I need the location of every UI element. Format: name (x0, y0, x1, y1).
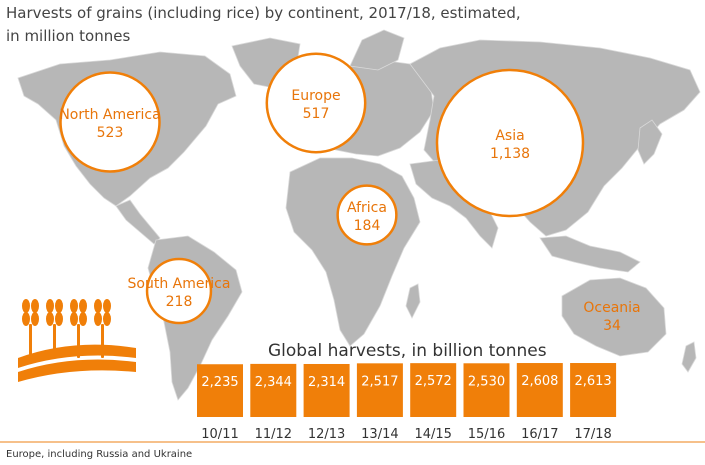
global-harvest-bars: 2,235 10/11 2,344 11/12 2,314 12/13 2,517 13/14… (197, 363, 617, 442)
land-japan (637, 119, 663, 165)
bubble-value-label: 184 (354, 218, 381, 234)
bar-value-label: 2,235 (201, 375, 238, 390)
bubble-value-label: 1,138 (490, 146, 530, 162)
bar (516, 363, 563, 417)
bar (356, 363, 403, 417)
bubble-north-america: North America 523 (59, 71, 161, 173)
bubble-value-label: 517 (303, 106, 330, 122)
land-central-america (115, 199, 161, 245)
continent-bubbles: North America 523 Europe 517 Asia 1,138 Africa… (59, 52, 641, 334)
x-tick-label: 11/12 (255, 427, 292, 442)
bar-value-label: 2,530 (468, 374, 505, 389)
land-scandinavia (349, 29, 405, 71)
x-tick-label: 12/13 (308, 427, 345, 442)
bar-value-label: 2,314 (308, 375, 345, 390)
bar-value-label: 2,344 (255, 375, 292, 390)
bubble-circle (435, 68, 585, 218)
bar (197, 364, 243, 417)
land-madagascar (405, 283, 421, 319)
bubble-name-label: Africa (347, 200, 387, 216)
chart-title-line2: in million tonnes (6, 27, 131, 45)
bubble-value-label: 523 (97, 125, 124, 141)
bar-value-label: 2,572 (415, 374, 452, 389)
bubble-oceania: Oceania 34 (583, 300, 640, 334)
bubble-south-america: South America 218 (128, 257, 231, 325)
bubble-value-label: 34 (603, 318, 621, 334)
bubble-europe: Europe 517 (265, 52, 367, 154)
x-tick-label: 10/11 (201, 427, 238, 442)
x-tick-label: 17/18 (574, 427, 611, 442)
land-australia (561, 277, 667, 357)
bubble-circle (59, 71, 161, 173)
bar (410, 363, 457, 417)
x-tick-label: 15/16 (468, 427, 505, 442)
bottom-divider (0, 441, 705, 443)
bar (303, 363, 350, 417)
bubble-africa: Africa 184 (336, 184, 398, 246)
bar (463, 363, 510, 417)
bubble-circle (145, 257, 213, 325)
x-tick-label: 13/14 (361, 427, 398, 442)
bar (250, 363, 297, 417)
wheat-icon (18, 299, 136, 382)
footnote: Europe, including Russia and Ukraine (6, 449, 193, 460)
land-southeast-asia (539, 235, 641, 273)
land-africa (285, 157, 421, 347)
bars-title: Global harvests, in billion tonnes (268, 341, 547, 361)
bar-value-label: 2,608 (521, 374, 558, 389)
land-new-zealand (681, 341, 697, 373)
bubble-asia: Asia 1,138 (435, 68, 585, 218)
bubble-name-label: Oceania (583, 300, 640, 316)
bar (570, 363, 617, 417)
bar-value-label: 2,613 (574, 374, 611, 389)
bubble-value-label: 218 (166, 294, 193, 310)
bubble-name-label: South America (128, 276, 231, 292)
bubble-name-label: Asia (495, 128, 524, 144)
bar-value-label: 2,517 (361, 374, 398, 389)
bubble-circle (265, 52, 367, 154)
x-tick-label: 14/15 (414, 427, 451, 442)
bubble-name-label: Europe (291, 88, 340, 104)
chart-title-line1: Harvests of grains (including rice) by c… (6, 4, 521, 22)
bubble-name-label: North America (59, 107, 160, 123)
x-tick-label: 16/17 (521, 427, 558, 442)
bubble-circle (336, 184, 398, 246)
